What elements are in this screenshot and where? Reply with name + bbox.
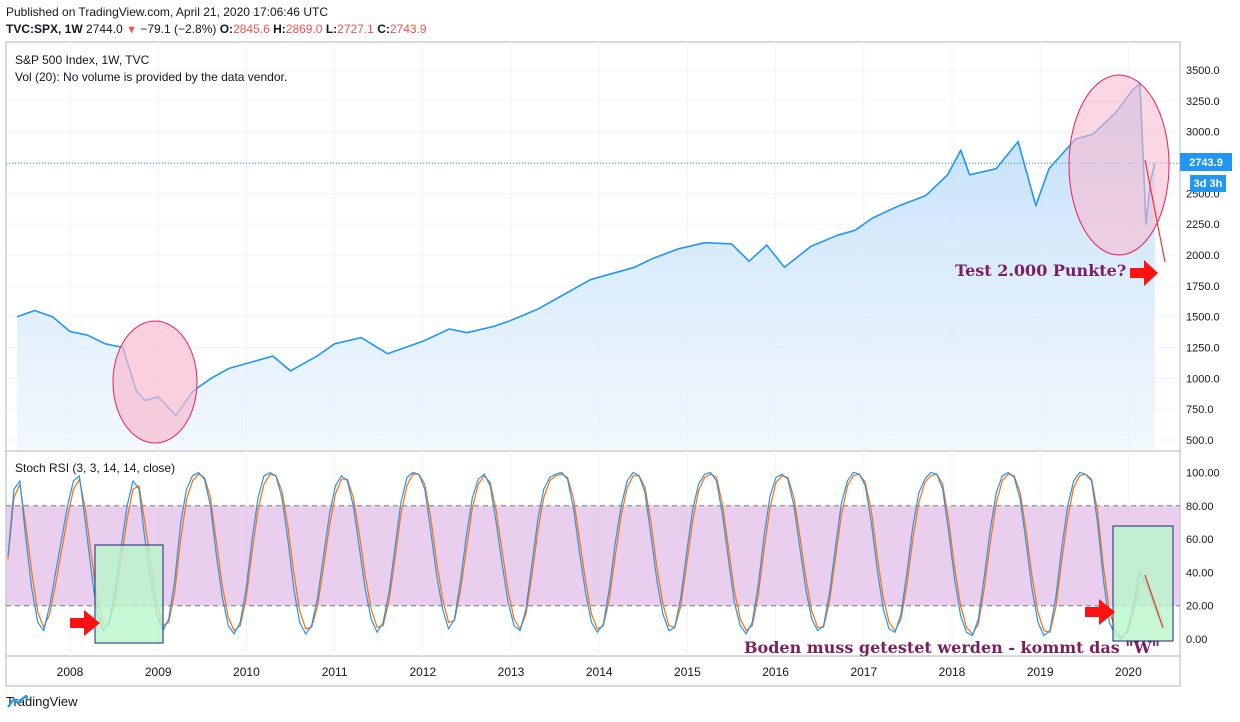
price-tick-label: 3000.0 — [1186, 127, 1220, 139]
published-line: Published on TradingView.com, April 21, … — [6, 5, 328, 19]
time-tick-label: 2012 — [409, 665, 436, 679]
last-price-tag: 2743.9 3d 3h — [1180, 153, 1232, 192]
time-tick-label: 2008 — [57, 665, 84, 679]
price-tick-label: 2000.0 — [1186, 250, 1220, 262]
circle-2020-top — [1068, 74, 1170, 256]
stoch-pane-title: Stoch RSI (3, 3, 14, 14, close) — [15, 461, 175, 475]
projection-line-stoch — [1144, 574, 1164, 629]
stoch-axis: 0.00 20.00 40.00 60.00 80.00 100.00 — [1186, 468, 1220, 647]
symbol-ohlc-line: TVC:SPX, 1W 2744.0 ▼ −79.1 (−2.8%) O:284… — [6, 22, 427, 36]
price-annotation: Test 2.000 Punkte? — [955, 261, 1126, 280]
price-tick-label: 3250.0 — [1186, 96, 1220, 108]
low-label: L: — [325, 22, 338, 36]
open-label: O: — [219, 22, 234, 36]
price-tick-label: 1000.0 — [1186, 373, 1220, 385]
time-axis: 2008 2009 2010 2011 2012 2013 2014 2015 2016 2017… — [57, 665, 1142, 679]
price-tick-label: 500.0 — [1186, 435, 1214, 447]
annotations: Test 2.000 Punkte? Boden muss getestet w… — [70, 74, 1174, 657]
close-value: 2743.9 — [389, 22, 427, 36]
stoch-tick-label: 40.00 — [1186, 567, 1214, 579]
price-tick-label: 1750.0 — [1186, 281, 1220, 293]
price-tick-label: 1250.0 — [1186, 343, 1220, 355]
time-tick-label: 2016 — [762, 665, 789, 679]
countdown-tag-text: 3d 3h — [1194, 178, 1223, 190]
stoch-band — [6, 505, 1180, 606]
price-tick-label: 2250.0 — [1186, 219, 1220, 231]
stoch-k-line — [7, 471, 1164, 640]
time-tick-label: 2015 — [674, 665, 701, 679]
projection-line-price — [1144, 159, 1166, 263]
time-tick-label: 2019 — [1027, 665, 1054, 679]
stoch-tick-label: 20.00 — [1186, 601, 1214, 613]
open-value: 2845.6 — [233, 22, 270, 36]
box-2008-bottom — [94, 544, 164, 644]
price-tick-label: 750.0 — [1186, 404, 1214, 416]
price-pane-title: S&P 500 Index, 1W, TVC — [15, 53, 150, 67]
price-axis: 500.0 750.0 1000.0 1250.0 1500.0 1750.0 2000.0… — [1186, 65, 1220, 447]
price-area-fill — [17, 83, 1155, 450]
stoch-rsi-pane — [6, 471, 1180, 640]
red-arrow-icon — [1085, 599, 1115, 625]
stoch-tick-label: 60.00 — [1186, 534, 1214, 546]
time-tick-label: 2010 — [233, 665, 260, 679]
time-tick-label: 2011 — [322, 665, 348, 679]
high-label: H: — [273, 22, 286, 36]
stoch-annotation: Boden muss getestet werden - kommt das "… — [744, 638, 1160, 657]
box-2020-bottom — [1112, 525, 1174, 642]
stoch-tick-label: 80.00 — [1186, 501, 1214, 513]
last-price: 2744.0 — [86, 22, 123, 36]
down-arrow-icon: ▼ — [126, 24, 137, 36]
price-tick-label: 1500.0 — [1186, 312, 1220, 324]
time-tick-label: 2017 — [850, 665, 877, 679]
tradingview-logo[interactable]: TradingView — [6, 694, 78, 709]
circle-2009-low — [112, 320, 198, 444]
countdown-tag-bg — [1190, 175, 1226, 192]
high-value: 2869.0 — [285, 22, 323, 36]
last-price-tag-text: 2743.9 — [1189, 157, 1223, 169]
stoch-tick-label: 100.00 — [1186, 468, 1220, 480]
price-change: −79.1 (−2.8%) — [140, 22, 217, 36]
red-arrow-icon — [1130, 260, 1158, 286]
price-tick-label: 3500.0 — [1186, 65, 1220, 77]
last-price-tag-bg — [1180, 153, 1232, 171]
time-tick-label: 2009 — [145, 665, 172, 679]
time-tick-label: 2013 — [498, 665, 525, 679]
red-arrow-icon — [70, 610, 100, 636]
time-tick-label: 2018 — [939, 665, 966, 679]
time-tick-label: 2020 — [1115, 665, 1142, 679]
time-tick-label: 2014 — [586, 665, 613, 679]
stoch-tick-label: 0.00 — [1186, 634, 1207, 646]
tradingview-icon — [7, 695, 28, 708]
volume-note: Vol (20): No volume is provided by the d… — [15, 70, 287, 84]
low-value: 2727.1 — [337, 22, 374, 36]
close-label: C: — [377, 22, 390, 36]
symbol-label: TVC:SPX, 1W — [6, 22, 83, 36]
